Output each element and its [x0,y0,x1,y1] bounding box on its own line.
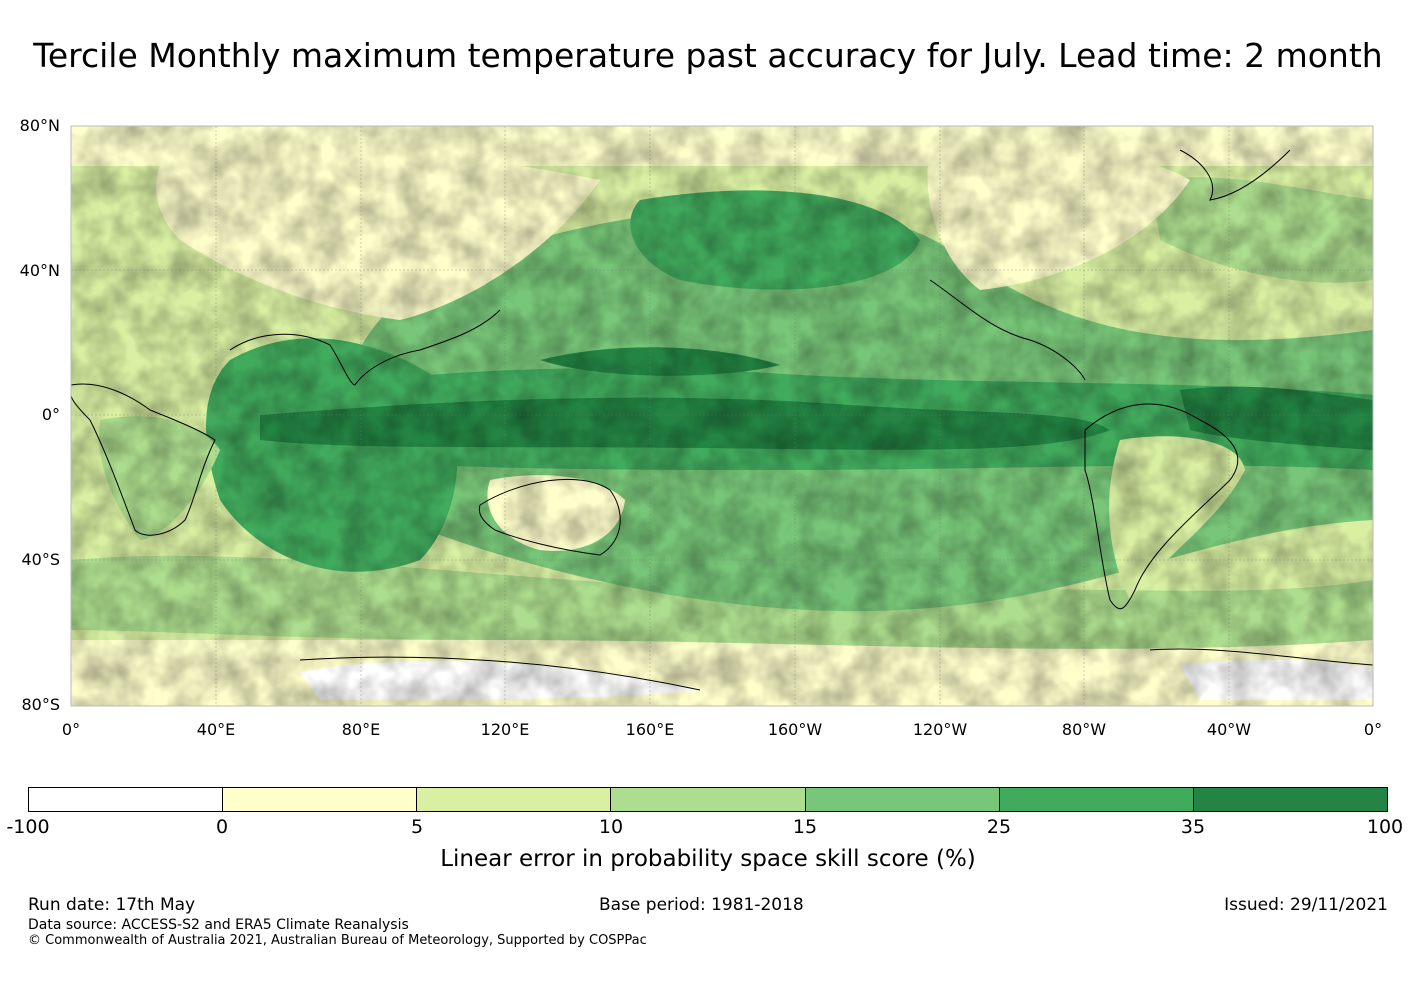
lon-label-160w: 160°W [767,720,823,739]
lon-label-120w: 120°W [912,720,968,739]
data-source: Data source: ACCESS-S2 and ERA5 Climate … [28,917,409,933]
issued-date: Issued: 29/11/2021 [1224,895,1388,915]
lat-label-80n: 80°N [19,116,60,135]
skill-score-map[interactable] [0,0,1416,760]
colorbar-segment-0 [29,788,224,811]
colorbar-tick: 25 [986,816,1012,838]
lon-label-120e: 120°E [480,720,530,739]
lon-label-0-right: 0° [1363,720,1383,739]
colorbar-segment-6 [1193,788,1387,811]
skill-field [71,126,1373,706]
colorbar-tick: 10 [598,816,624,838]
colorbar [28,787,1388,812]
run-date: Run date: 17th May [28,895,196,915]
base-period: Base period: 1981-2018 [599,895,804,915]
lat-label-40n: 40°N [19,261,60,280]
colorbar-segment-4 [805,788,1000,811]
map-title: Tercile Monthly maximum temperature past… [33,36,1383,75]
lon-label-40w: 40°W [1206,720,1252,739]
colorbar-label: Linear error in probability space skill … [440,846,976,872]
colorbar-tick: -100 [6,816,50,838]
colorbar-tick: 100 [1366,816,1404,838]
colorbar-tick: 35 [1180,816,1206,838]
colorbar-segment-5 [999,788,1194,811]
lon-label-160e: 160°E [625,720,675,739]
colorbar-segment-3 [611,788,806,811]
lon-label-80w: 80°W [1061,720,1107,739]
lon-label-0-left: 0° [61,720,81,739]
lon-label-40e: 40°E [196,720,236,739]
colorbar-segment-1 [223,788,418,811]
copyright: © Commonwealth of Australia 2021, Austra… [28,933,647,948]
colorbar-tick: 15 [792,816,818,838]
lat-label-40s: 40°S [21,550,60,569]
colorbar-tick: 0 [215,816,229,838]
colorbar-tick: 5 [410,816,424,838]
map-area: 80°N 40°N 0° 40°S 80°S 0° 40°E 80°E 120°… [0,0,1416,760]
lat-label-0: 0° [41,405,60,424]
colorbar-segment-2 [417,788,612,811]
lat-label-80s: 80°S [21,695,60,714]
lon-label-80e: 80°E [341,720,381,739]
